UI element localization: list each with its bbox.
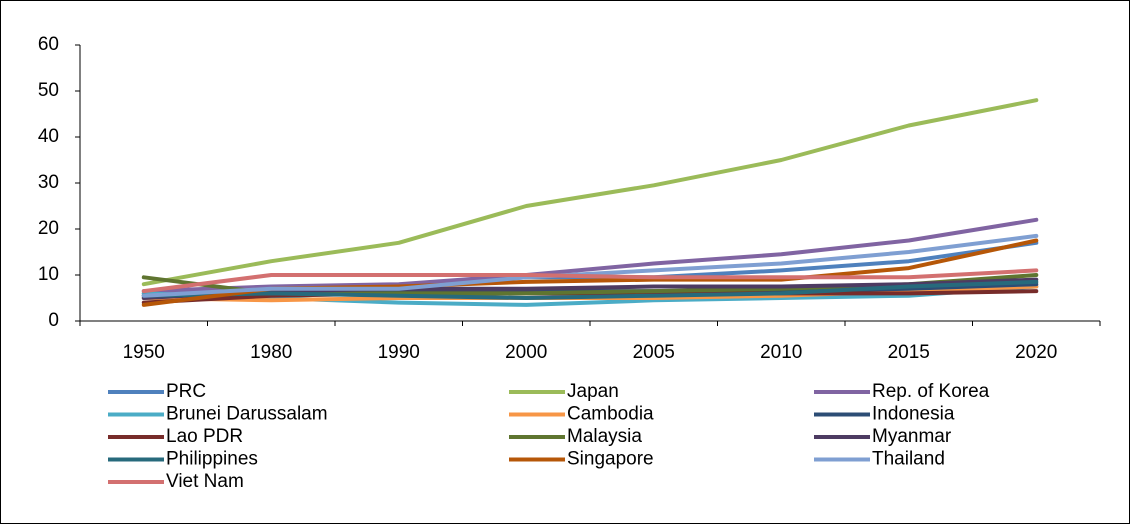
legend: PRC Japan Rep. of Korea Brunei Darussalam Ca… — [108, 381, 990, 492]
legend-label: Cambodia — [567, 404, 654, 425]
series-lines — [141, 98, 1039, 307]
legend-item-singapore: Singapore — [509, 449, 654, 470]
legend-label: Thailand — [872, 449, 945, 470]
y-tick-label: 50 — [38, 80, 59, 101]
series-line-philippines — [141, 279, 1039, 300]
series-line-thailand — [141, 233, 1039, 298]
x-tick-label: 2005 — [633, 342, 675, 363]
x-tick-labels: 1950 1980 1990 2000 2005 2010 2015 2020 — [79, 321, 1101, 363]
legend-item-lao-pdr: Lao PDR — [108, 426, 243, 447]
y-tick-label: 60 — [38, 34, 59, 55]
legend-label: Rep. of Korea — [872, 381, 990, 402]
x-tick-label: 2015 — [888, 342, 930, 363]
x-tick-label: 2020 — [1015, 342, 1057, 363]
legend-item-cambodia: Cambodia — [509, 404, 654, 425]
legend-label: Singapore — [567, 449, 654, 470]
series-line-rep-of-korea — [141, 217, 1039, 294]
legend-item-brunei-darussalam: Brunei Darussalam — [108, 404, 328, 425]
legend-label: Philippines — [166, 449, 258, 470]
x-tick-label: 2010 — [760, 342, 802, 363]
series-line-viet-nam — [141, 268, 1039, 294]
legend-item-indonesia: Indonesia — [814, 404, 955, 425]
y-tick-label: 20 — [38, 218, 59, 239]
legend-label: Viet Nam — [166, 471, 244, 492]
legend-item-myanmar: Myanmar — [814, 426, 952, 447]
series-line-japan — [141, 98, 1039, 287]
y-tick-label: 40 — [38, 126, 59, 147]
y-tick-label: 10 — [38, 264, 59, 285]
y-tick-label: 30 — [38, 172, 59, 193]
y-tick-label: 0 — [48, 310, 59, 331]
legend-item-malaysia: Malaysia — [509, 426, 642, 447]
legend-label: Brunei Darussalam — [166, 404, 328, 425]
legend-item-rep-of-korea: Rep. of Korea — [814, 381, 990, 402]
legend-label: PRC — [166, 381, 206, 402]
y-tick-labels: 0 10 20 30 40 50 60 — [38, 34, 80, 331]
legend-label: Indonesia — [872, 404, 955, 425]
legend-label: Myanmar — [872, 426, 952, 447]
legend-item-viet-nam: Viet Nam — [108, 471, 244, 492]
legend-label: Japan — [567, 381, 619, 402]
legend-item-prc: PRC — [108, 381, 206, 402]
x-tick-label: 1950 — [123, 342, 165, 363]
x-tick-label: 2000 — [505, 342, 547, 363]
x-tick-label: 1990 — [378, 342, 420, 363]
legend-label: Malaysia — [567, 426, 642, 447]
x-tick-label: 1980 — [250, 342, 292, 363]
legend-label: Lao PDR — [166, 426, 243, 447]
legend-item-philippines: Philippines — [108, 449, 258, 470]
legend-item-thailand: Thailand — [814, 449, 945, 470]
legend-item-japan: Japan — [509, 381, 619, 402]
